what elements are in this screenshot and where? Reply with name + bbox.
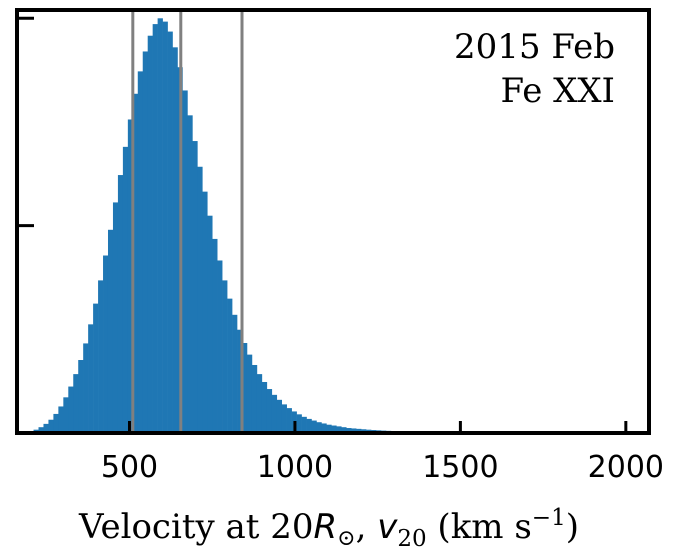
histogram-bar [286,408,292,433]
x-axis-label-v-symbol: v [377,507,398,547]
histogram-bar [301,416,307,433]
histogram-bar [38,427,44,433]
histogram-bar [227,298,233,433]
axis-ticks [17,16,628,433]
x-axis-label-separator: , [356,507,378,547]
histogram-bar [321,423,327,433]
histogram-bar [212,238,218,433]
histogram-bar [271,394,278,433]
histogram-bar [281,404,287,433]
histogram-bar [222,280,228,433]
histogram-bar [93,303,99,433]
histogram-bar [122,146,129,433]
annotation-ion: Fe XXI [500,71,615,111]
histogram-bar [88,324,94,433]
histogram-bar [107,229,114,433]
histogram-bar [356,428,362,433]
histogram-bar [311,420,317,433]
histogram-bar [132,93,139,433]
histogram-bar [63,397,69,433]
histogram-bar [127,119,134,433]
histogram-bar [172,47,178,434]
histogram-bar [137,71,144,434]
histogram-bar [202,191,208,433]
histogram-bar [207,215,213,433]
histogram-bar [217,260,223,433]
histogram-bar [53,413,59,433]
histogram-bar [351,428,357,433]
histogram-bar [261,381,268,433]
histogram-bar [242,343,248,433]
histogram-bar [237,329,243,433]
plot-frame [15,8,651,435]
histogram-bar [147,35,153,434]
histogram-bar [58,406,64,433]
histogram-bar [197,166,203,433]
x-axis-label-sun-symbol: ⊙ [337,526,355,550]
histogram-bar [336,426,342,433]
histogram-bar [296,414,302,433]
x-tick-label: 1000 [257,450,333,485]
x-axis-label-units-exponent: −1 [532,505,566,531]
histogram-bar [276,399,283,433]
reference-lines [131,10,244,433]
annotation-date: 2015 Feb [454,27,615,67]
histogram-bar [48,419,54,433]
histogram-bar [232,314,238,433]
histogram-bar [117,175,124,433]
x-tick-labels: 500 1000 1500 2000 [101,450,664,485]
histogram-bar [251,364,258,433]
histogram-bar [112,202,119,433]
x-axis-label: Velocity at 20R⊙, v20 (km s−1) [78,505,579,550]
histogram-bar [346,428,352,433]
x-tick-label: 1500 [422,450,498,485]
histogram-bar [103,255,109,433]
histogram-bar [182,90,188,433]
histogram-bar [246,354,253,433]
histogram-bar [157,18,163,433]
histogram-bar [162,21,168,434]
histogram-bar [78,360,84,433]
histogram-bar [73,374,79,433]
histogram-bar [192,141,198,433]
histogram-bar [142,51,149,434]
x-tick-label: 500 [101,450,158,485]
histogram-bar [43,423,49,433]
histogram-bar [331,425,337,433]
x-axis-label-units-close: ) [566,507,579,547]
histogram-bar [83,343,89,433]
histogram-bar [306,418,312,433]
histogram-bar [316,422,322,433]
x-axis-label-units: (km s [427,507,532,547]
histogram-bar [167,31,173,434]
histogram-bar [98,280,104,433]
histogram-bar [68,386,74,433]
x-tick-label: 2000 [588,450,664,485]
histogram-bar [152,24,158,433]
x-axis-label-pre: Velocity at 20 [78,507,314,547]
x-axis-label-r-symbol: R [314,507,338,547]
histogram-bar [326,424,332,433]
x-axis-label-v-subscript: 20 [397,526,426,550]
histogram-bar [187,115,193,433]
histogram-bar [341,427,347,433]
histogram-bar [266,389,273,433]
histogram-bar [256,374,263,433]
